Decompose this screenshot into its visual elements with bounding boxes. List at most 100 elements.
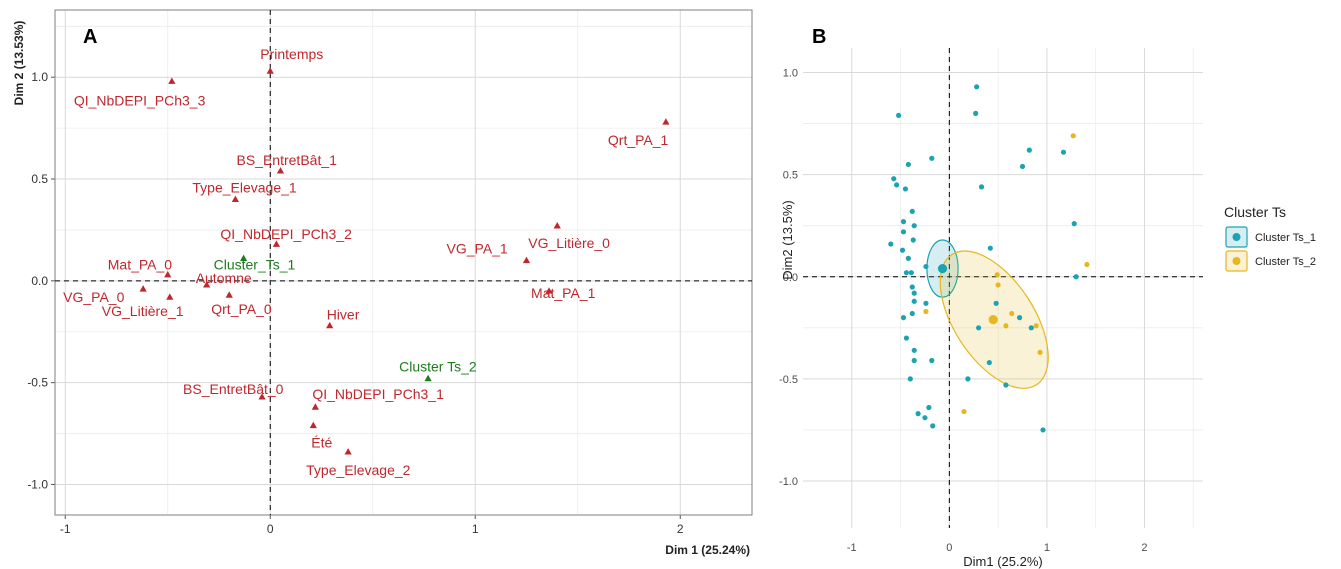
point-cluster-ts-1 (1073, 274, 1079, 280)
x-axis-title-b: Dim1 (25.2%) (963, 554, 1042, 569)
point-cluster-ts-1 (1060, 149, 1067, 155)
point-cluster-ts-1 (900, 229, 907, 235)
point-cluster-ts-1 (926, 404, 932, 411)
x-tick-label: 2 (677, 522, 684, 536)
point-label-cluster-ts-2: Cluster Ts_2 (399, 359, 477, 375)
point-cluster-ts-1 (922, 415, 928, 421)
point-cluster-ts-1 (902, 186, 909, 192)
point-label-type-elevage-1: Type_Elevage_1 (192, 179, 297, 195)
point-type-elevage-2 (344, 448, 352, 455)
point-qi-nbdepi-pch3-3 (168, 77, 176, 84)
legend-dot-cluster-ts-2 (1232, 257, 1241, 265)
point-cluster-ts-1 (993, 300, 999, 306)
point-cluster-ts-1 (911, 223, 917, 229)
point-cluster-ts-1 (973, 110, 979, 116)
point-cluster-ts-1 (899, 247, 906, 253)
x-tick-label: 1 (472, 522, 479, 536)
point-cluster-ts-1 (976, 325, 982, 331)
y-axis-title-a: Dim 2 (13.53%) (12, 21, 26, 106)
point-cluster-ts-1 (910, 237, 916, 243)
point-vg-pa-0 (139, 285, 147, 292)
point-cluster-ts-2 (1037, 349, 1043, 355)
x-tick-label: 0 (946, 542, 952, 554)
point-cluster-ts-2 (995, 282, 1001, 288)
point-label-qi-nbdepi-pch3-2: QI_NbDEPI_PCh3_2 (220, 226, 352, 242)
centroid-cluster-ts-2 (988, 315, 998, 325)
point-cluster-ts-2 (961, 408, 967, 415)
panel-label-a: A (83, 26, 97, 48)
point-cluster-ts-1 (923, 300, 929, 306)
point-cluster-ts-2 (1070, 133, 1076, 139)
point-label-vg-litiere-0: VG_Litière_0 (528, 235, 610, 251)
y-tick-label: -0.5 (779, 374, 798, 386)
point-label-printemps: Printemps (260, 46, 323, 62)
point-cluster-ts-1 (965, 376, 971, 382)
point-cluster-ts-1 (915, 411, 921, 417)
point-qrt-pa-1 (662, 118, 670, 125)
point-cluster-ts-2 (424, 374, 432, 382)
point-cluster-ts-1 (911, 298, 917, 304)
panel-label-b: B (812, 26, 826, 48)
point-cluster-ts-1 (905, 161, 911, 168)
point-cluster-ts-1 (1026, 147, 1032, 153)
point-cluster-ts-2 (994, 272, 1000, 278)
point-cluster-ts-1 (909, 208, 915, 215)
point-cluster-ts-1 (911, 357, 917, 364)
y-axis-title-b: Dim2 (13.5%) (780, 200, 795, 279)
point-label-bs-entretbat-1: BS_EntretBât_1 (237, 152, 338, 168)
y-tick-label: 0.5 (783, 170, 798, 182)
point-cluster-ts-1 (909, 284, 915, 290)
point-cluster-ts-2 (1009, 310, 1015, 317)
point-label-bs-entretbat-0: BS_EntretBât_0 (183, 381, 284, 397)
point-cluster-ts-1 (929, 155, 935, 161)
point-cluster-ts-1 (923, 263, 929, 270)
point-bs-entretbat-1 (276, 167, 285, 174)
point-cluster-ts-1 (1016, 315, 1023, 321)
point-cluster-ts-1 (900, 315, 907, 321)
point-cluster-ts-1 (986, 359, 992, 366)
point-cluster-ts-1 (903, 270, 910, 276)
point-label-cluster-ts-1: Cluster_Ts_1 (214, 256, 296, 272)
point-label-type-elevage-2: Type_Elevage_2 (306, 462, 411, 478)
point-cluster-ts-1 (903, 335, 910, 341)
point-cluster-ts-1 (888, 241, 894, 247)
x-tick-label: 0 (267, 522, 274, 536)
y-tick-label: -0.5 (27, 376, 48, 390)
point-cluster-ts-1 (1071, 221, 1077, 227)
point-ete (309, 421, 317, 429)
x-tick-label: 2 (1141, 542, 1147, 554)
point-label-mat-pa-1: Mat_PA_1 (531, 285, 596, 301)
legend-dot-cluster-ts-1 (1232, 233, 1241, 241)
point-cluster-ts-1 (911, 290, 917, 296)
chart-a: -1 0 1 2 -1.0 -0.5 0.0 0.5 1.0 Printemps QI_NbDEPI… (12, 9, 753, 557)
point-cluster-ts-1 (929, 357, 935, 364)
point-bs-entretbat-0 (258, 393, 266, 400)
point-cluster-ts-2 (923, 308, 929, 315)
point-label-qrt-pa-1: Qrt_PA_1 (608, 132, 669, 148)
legend: Cluster Ts Cluster Ts_1 Cluster Ts_2 (1224, 204, 1316, 272)
point-cluster-ts-2 (1033, 323, 1039, 329)
point-qi-nbdepi-pch3-1 (311, 403, 319, 410)
point-label-vg-litiere-1: VG_Litière_1 (102, 303, 184, 319)
point-cluster-ts-1 (894, 182, 900, 188)
point-label-qi-nbdepi-pch3-3: QI_NbDEPI_PCh3_3 (74, 92, 206, 108)
plot-border-a (54, 9, 753, 516)
point-label-qrt-pa-0: Qrt_PA_0 (211, 301, 272, 317)
point-vg-litiere-1 (166, 293, 174, 300)
point-cluster-ts-1 (1003, 382, 1009, 388)
point-cluster-ts-2 (1003, 323, 1009, 329)
point-vg-pa-1 (522, 256, 531, 264)
point-mat-pa-1 (545, 287, 553, 294)
point-cluster-ts-1 (911, 347, 917, 353)
point-label-ete: Été (311, 434, 332, 450)
x-tick-label: -1 (60, 522, 71, 536)
legend-title: Cluster Ts (1224, 204, 1286, 220)
point-cluster-ts-1 (891, 176, 897, 182)
point-cluster-ts-1 (896, 112, 902, 119)
point-cluster-ts-1 (987, 245, 993, 251)
point-label-qi-nbdepi-pch3-1: QI_NbDEPI_PCh3_1 (312, 386, 444, 402)
y-tick-label: 0.0 (783, 272, 798, 284)
x-tick-label: -1 (847, 542, 857, 554)
point-cluster-ts-1 (908, 270, 914, 276)
